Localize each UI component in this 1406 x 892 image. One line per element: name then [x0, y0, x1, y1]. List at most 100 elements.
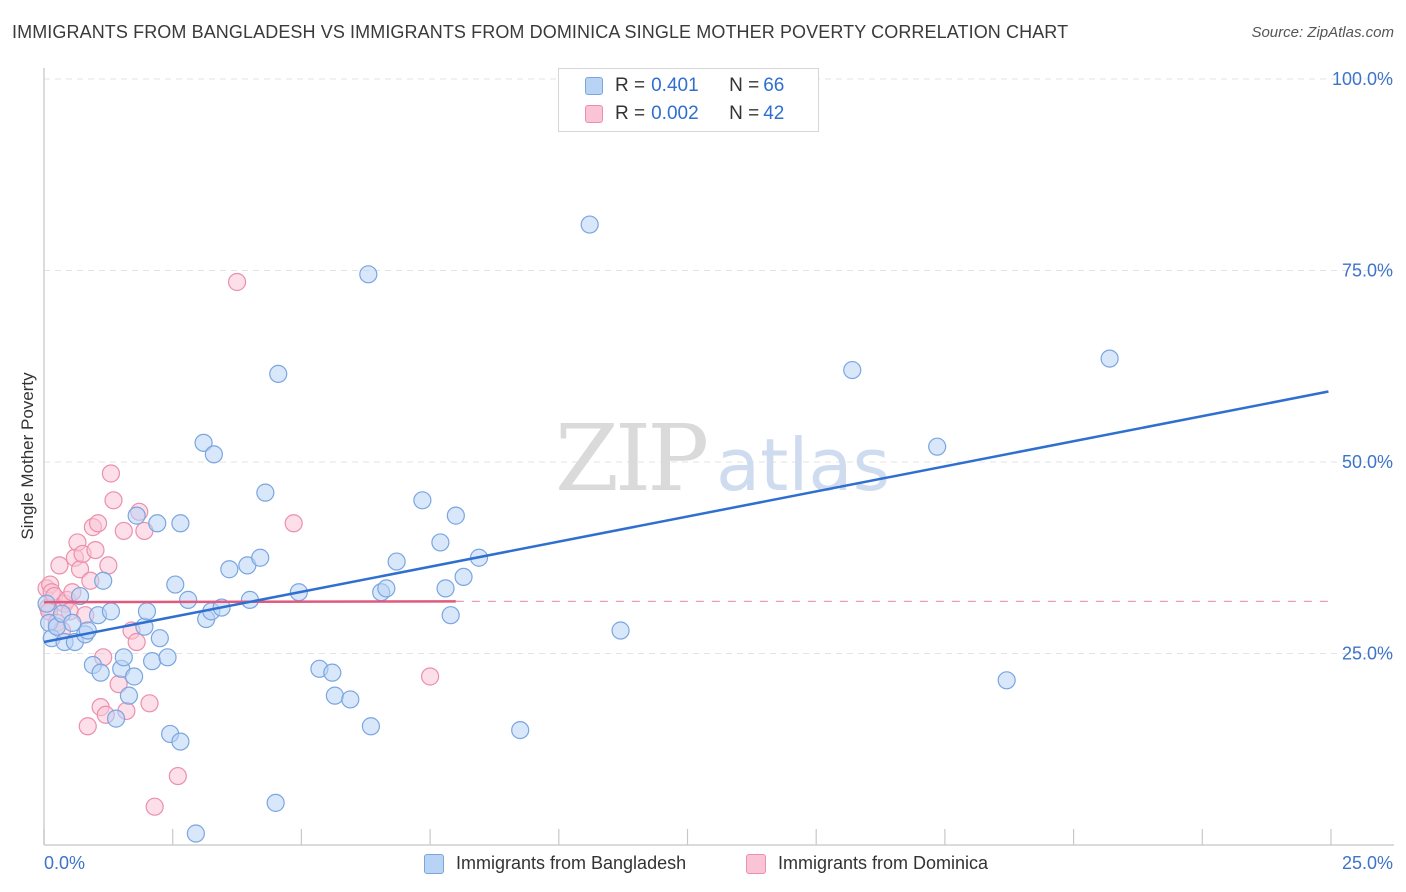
bangladesh-point — [119, 686, 139, 705]
legend-swatch-blue — [424, 853, 444, 874]
bangladesh-point — [431, 533, 450, 552]
bangladesh-point — [220, 560, 239, 579]
bangladesh-point — [143, 652, 162, 671]
correlation-legend: R = 0.401 N = 66 R = 0.002 N = 42 — [558, 68, 819, 132]
series-legend: Immigrants from Bangladesh Immigrants fr… — [0, 851, 1406, 877]
bangladesh-point — [150, 629, 169, 648]
x-tick-label: 25.0% — [1342, 853, 1393, 873]
legend-row-dominica: R = 0.002 N = 42 — [585, 102, 784, 126]
bangladesh-point — [611, 621, 630, 640]
bangladesh-point — [323, 663, 342, 682]
bangladesh-point — [114, 648, 133, 667]
bangladesh-point — [361, 717, 380, 736]
legend-item-bangladesh: Immigrants from Bangladesh — [424, 853, 686, 874]
source-label: Source: ZipAtlas.com — [1251, 24, 1394, 41]
trend-lines — [43, 390, 1329, 644]
bangladesh-point — [94, 571, 113, 590]
bangladesh-point — [137, 602, 157, 621]
bangladesh-point — [63, 613, 82, 632]
bangladesh-point — [91, 663, 110, 682]
dominica-point — [88, 514, 108, 533]
dominica-point — [101, 464, 121, 483]
bangladesh-points — [37, 215, 1119, 843]
bangladesh-point — [124, 667, 144, 686]
bangladesh-point — [454, 567, 473, 587]
bangladesh-point — [251, 548, 270, 567]
y-tick-label: 25.0% — [1342, 644, 1393, 664]
bangladesh-point — [843, 360, 862, 380]
legend-row-bangladesh: R = 0.401 N = 66 — [585, 74, 784, 98]
legend-item-dominica: Immigrants from Dominica — [746, 853, 988, 874]
bangladesh-point — [997, 671, 1016, 690]
bangladesh-point — [179, 590, 198, 609]
bangladesh-point — [1100, 349, 1119, 368]
bangladesh-point — [148, 514, 167, 533]
y-axis-label: Single Mother Poverty — [18, 372, 37, 540]
y-tick-label: 50.0% — [1342, 452, 1393, 472]
dominica-point — [127, 632, 146, 652]
bangladesh-point — [106, 709, 126, 728]
x-tick-label: 0.0% — [44, 853, 85, 873]
legend-label: Immigrants from Bangladesh — [456, 853, 687, 873]
axes — [43, 68, 1394, 846]
dominica-point — [114, 521, 133, 541]
y-tick-label: 100.0% — [1332, 69, 1393, 89]
bangladesh-point — [436, 579, 455, 598]
dominica-point — [145, 797, 164, 816]
legend-swatch-pink — [585, 105, 603, 123]
legend-r-value: 0.401 — [651, 75, 699, 96]
tick-labels: 25.0% 50.0% 75.0% 100.0% 0.0% 25.0% — [44, 69, 1393, 873]
bangladesh-point — [266, 793, 285, 812]
dominica-point — [99, 556, 118, 575]
bangladesh-point — [446, 506, 465, 525]
dominica-point — [104, 491, 123, 510]
grid-lines — [44, 78, 1394, 654]
bangladesh-point — [341, 690, 360, 709]
dominica-point — [50, 556, 69, 575]
watermark-zip: ZIP — [555, 405, 706, 512]
bangladesh-point — [158, 648, 177, 667]
bangladesh-point — [359, 265, 378, 284]
legend-r-label: R = — [615, 103, 646, 124]
bangladesh-point — [194, 433, 213, 452]
dominica-point — [86, 540, 105, 560]
bangladesh-point — [37, 594, 56, 613]
legend-n-label: N = — [729, 75, 760, 96]
legend-r-value: 0.002 — [651, 103, 699, 124]
dominica-point — [140, 694, 159, 713]
legend-label: Immigrants from Dominica — [778, 853, 989, 873]
dominica-point — [421, 667, 440, 686]
legend-n-value: 42 — [763, 103, 785, 124]
bangladesh-point — [325, 686, 344, 705]
bangladesh-point — [186, 824, 205, 843]
legend-swatch-blue — [585, 77, 603, 95]
bangladesh-point — [101, 602, 121, 621]
watermark: ZIP atlas — [555, 405, 890, 512]
dominica-point — [168, 766, 187, 786]
bangladesh-point — [70, 586, 90, 606]
bangladesh-point — [511, 720, 530, 740]
legend-n-value: 66 — [763, 75, 785, 96]
chart-title: IMMIGRANTS FROM BANGLADESH VS IMMIGRANTS… — [12, 22, 1069, 42]
bangladesh-point — [580, 215, 599, 234]
bangladesh-point — [413, 491, 432, 510]
bangladesh-point — [171, 514, 190, 533]
legend-n-label: N = — [729, 103, 760, 124]
bangladesh-point — [204, 445, 223, 464]
dominica-points — [37, 272, 440, 816]
y-tick-label: 75.0% — [1342, 261, 1393, 281]
bangladesh-trend-line — [43, 390, 1329, 644]
bangladesh-point — [127, 506, 146, 525]
dominica-point — [227, 272, 247, 292]
bangladesh-point — [256, 483, 275, 502]
bangladesh-point — [441, 606, 460, 625]
bangladesh-point — [78, 621, 97, 640]
dominica-point — [284, 514, 303, 533]
bangladesh-point — [269, 364, 288, 384]
bangladesh-point — [171, 732, 190, 751]
bangladesh-point — [928, 437, 947, 456]
dominica-point — [78, 717, 97, 736]
bangladesh-point — [166, 575, 185, 594]
legend-swatch-pink — [746, 853, 766, 874]
